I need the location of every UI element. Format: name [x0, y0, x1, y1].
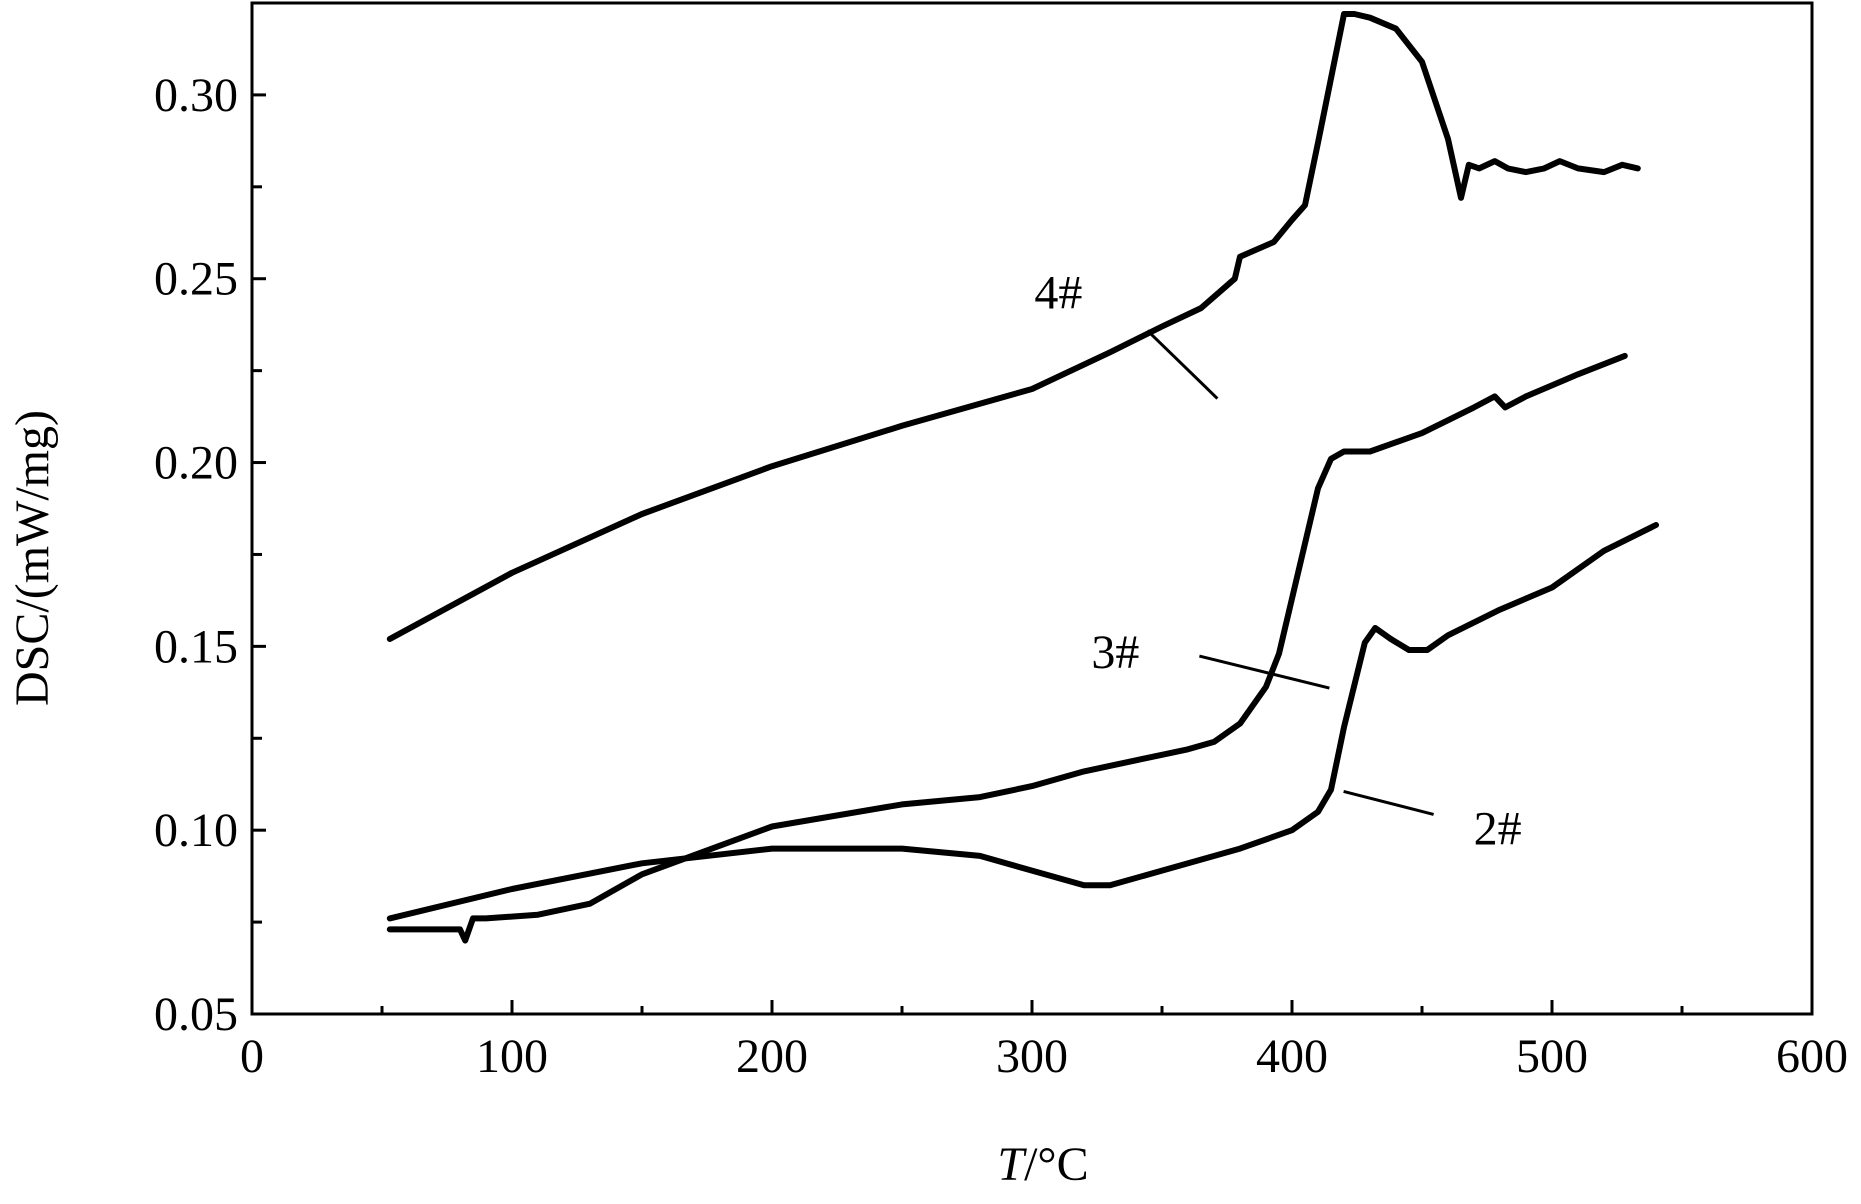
series-labels: 4# 3# 2#	[1034, 267, 1521, 856]
y-axis-label: DSC/(mW/mg)	[6, 410, 59, 706]
x-tick-label: 200	[736, 1030, 808, 1083]
x-tick-label: 600	[1776, 1030, 1848, 1083]
x-tick-label: 500	[1516, 1030, 1588, 1083]
series-label-2: 3#	[1091, 626, 1139, 679]
axis-frame	[250, 1, 1814, 1016]
y-tick-label: 0.10	[154, 804, 238, 857]
x-axis-label: T/°C	[997, 1138, 1088, 1191]
y-tick-labels: 0.05 0.10 0.15 0.20 0.25 0.30	[154, 69, 238, 1041]
x-tick-labels: 0 100 200 300 400 500 600	[240, 1030, 1848, 1083]
x-tick-label: 300	[996, 1030, 1068, 1083]
x-tick-label: 0	[240, 1030, 264, 1083]
y-tick-label: 0.05	[154, 988, 238, 1041]
series-label-3: 2#	[1474, 802, 1522, 855]
series-line-1	[386, 11, 1641, 642]
series-line-3	[386, 522, 1659, 922]
y-tick-label: 0.15	[154, 620, 238, 673]
plot-area: 4# 3# 2#	[250, 1, 1814, 1016]
series-leader-3	[1343, 789, 1434, 816]
x-tick-label: 400	[1256, 1030, 1328, 1083]
series-line-2	[386, 352, 1628, 944]
series-leader-1	[1146, 329, 1219, 400]
x-tick-label: 100	[476, 1030, 548, 1083]
y-tick-label: 0.20	[154, 437, 238, 490]
ticks	[250, 1, 1814, 1016]
series-leader-2	[1199, 654, 1330, 690]
y-tick-label: 0.30	[154, 69, 238, 122]
series-label-1: 4#	[1034, 267, 1082, 320]
series-layer	[386, 11, 1659, 944]
y-tick-label: 0.25	[154, 253, 238, 306]
